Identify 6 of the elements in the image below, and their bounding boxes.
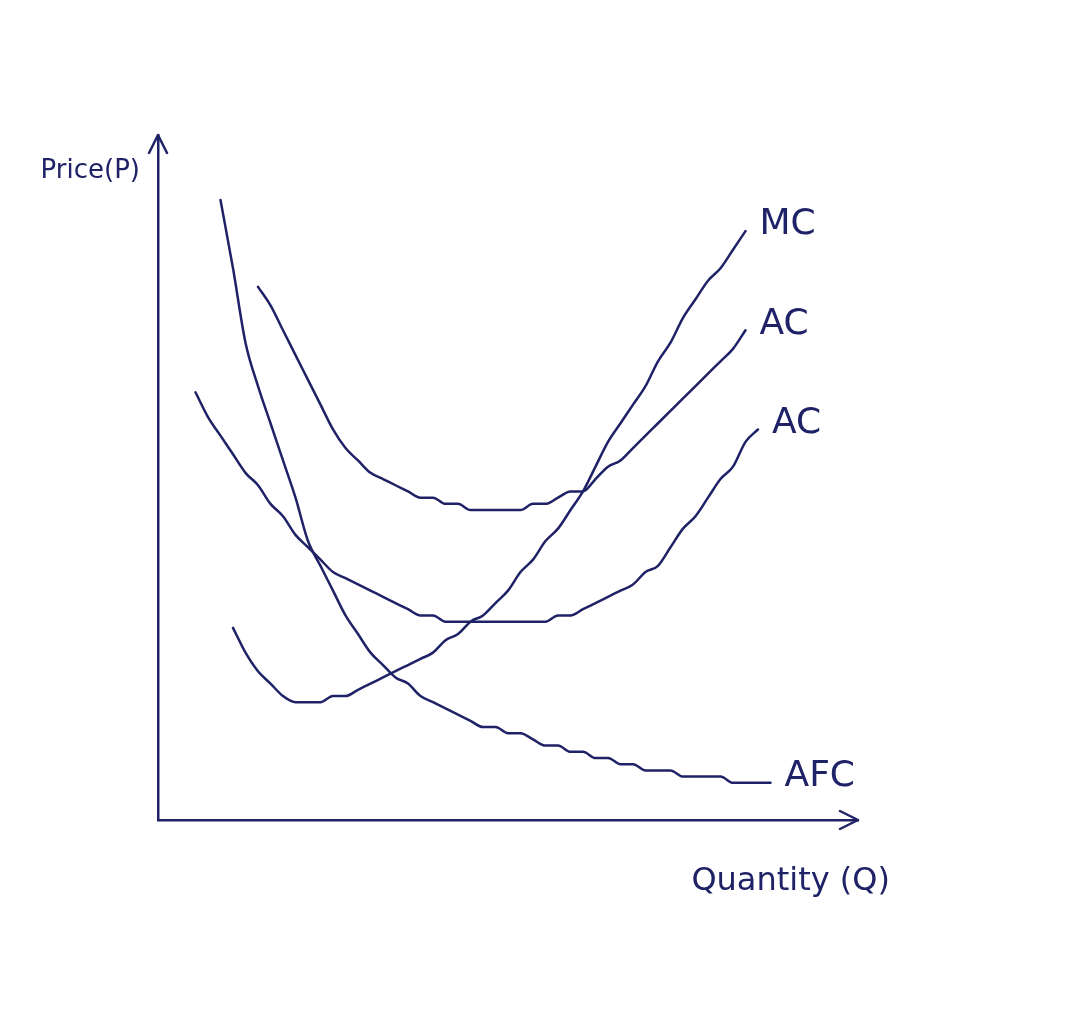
y-axis-title: Price(P) [40,153,140,184]
series-label: AC [759,300,809,342]
series-label: MC [759,201,816,243]
series-label: AC [772,399,822,441]
series-label: AFC [784,753,855,795]
x-axis-title: Quantity (Q) [691,860,890,899]
